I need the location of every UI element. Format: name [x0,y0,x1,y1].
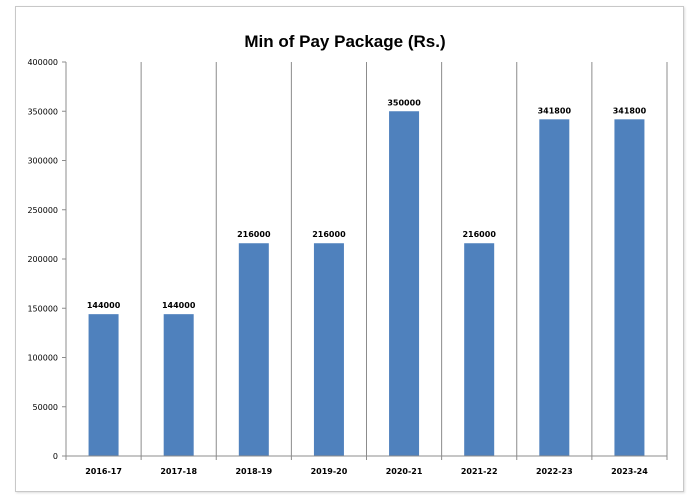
chart-frame [15,6,684,492]
x-tick-label: 2018-19 [235,467,272,476]
x-tick-label: 2021-22 [461,467,498,476]
x-tick-label: 2022-23 [536,467,573,476]
y-tick-label: 250000 [27,206,58,215]
x-tick-label: 2017-18 [160,467,197,476]
bar-2018-19 [238,243,269,456]
bar-2021-22 [464,243,495,456]
bar-2020-21 [389,111,420,456]
x-tick-label: 2016-17 [85,467,122,476]
data-label: 144000 [162,301,196,310]
y-tick-label: 150000 [27,304,58,313]
y-tick-label: 100000 [27,354,58,363]
y-tick-label: 200000 [27,255,58,264]
y-tick-label: 50000 [33,403,58,412]
bar-2023-24 [614,119,645,457]
y-tick-label: 0 [53,452,58,461]
data-label: 216000 [237,230,271,239]
data-label: 341800 [613,106,647,115]
x-tick-label: 2023-24 [611,467,648,476]
bar-2017-18 [163,314,194,456]
bar-2022-23 [539,119,570,457]
data-label: 144000 [87,301,121,310]
data-label: 341800 [538,106,572,115]
data-label: 350000 [387,98,421,107]
x-tick-label: 2020-21 [386,467,423,476]
y-tick-label: 300000 [27,157,58,166]
y-tick-label: 350000 [27,107,58,116]
x-tick-label: 2019-20 [311,467,348,476]
data-label: 216000 [312,230,346,239]
data-label: 216000 [462,230,496,239]
bar-2019-20 [313,243,344,456]
bar-2016-17 [88,314,119,456]
y-tick-label: 400000 [27,58,58,67]
chart-title: Min of Pay Package (Rs.) [244,32,445,51]
